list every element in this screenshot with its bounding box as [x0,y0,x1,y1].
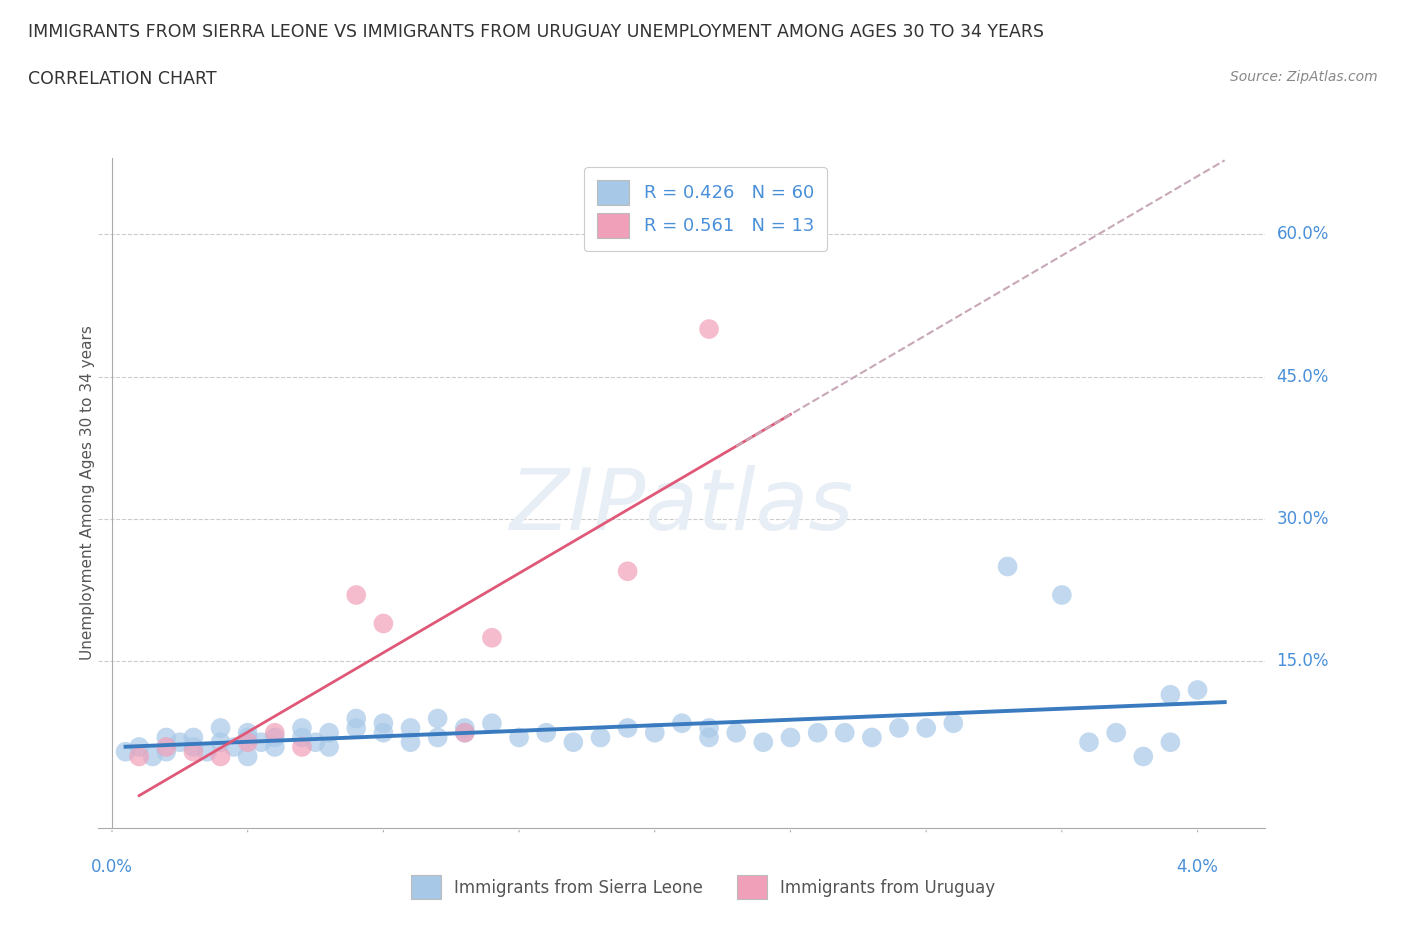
Point [426,711,449,726]
Text: ZIPatlas: ZIPatlas [510,465,853,548]
Point [1159,687,1181,702]
Point [1187,683,1209,698]
Point [807,725,830,740]
Point [834,725,856,740]
Point [725,725,748,740]
Point [183,730,205,745]
Point [155,744,177,759]
Point [183,739,205,754]
Point [454,725,477,740]
Point [887,721,910,736]
Text: Source: ZipAtlas.com: Source: ZipAtlas.com [1230,70,1378,84]
Point [373,616,395,631]
Point [644,725,666,740]
Point [128,739,150,754]
Point [155,730,177,745]
Point [915,721,938,736]
Point [534,725,557,740]
Point [1050,588,1073,603]
Point [616,564,638,578]
Point [752,735,775,750]
Point [697,322,720,337]
Point [236,749,259,764]
Point [183,744,205,759]
Point [318,725,340,740]
Text: IMMIGRANTS FROM SIERRA LEONE VS IMMIGRANTS FROM URUGUAY UNEMPLOYMENT AMONG AGES : IMMIGRANTS FROM SIERRA LEONE VS IMMIGRAN… [28,23,1045,41]
Point [224,739,246,754]
Point [373,725,395,740]
Text: 60.0%: 60.0% [1277,225,1329,243]
Point [209,735,232,750]
Point [616,721,638,736]
Point [481,631,503,645]
Point [209,749,232,764]
Point [399,721,422,736]
Text: 45.0%: 45.0% [1277,367,1329,386]
Point [671,716,693,731]
Point [426,730,449,745]
Point [250,735,273,750]
Point [562,735,585,750]
Point [454,725,477,740]
Point [697,730,720,745]
Point [291,739,314,754]
Point [344,711,367,726]
Point [373,716,395,731]
Text: 15.0%: 15.0% [1277,653,1329,671]
Y-axis label: Unemployment Among Ages 30 to 34 years: Unemployment Among Ages 30 to 34 years [80,326,94,660]
Point [697,721,720,736]
Text: CORRELATION CHART: CORRELATION CHART [28,70,217,87]
Point [508,730,530,745]
Point [304,735,326,750]
Point [1159,735,1181,750]
Point [481,716,503,731]
Text: 30.0%: 30.0% [1277,510,1329,528]
Point [114,744,136,759]
Point [1132,749,1154,764]
Point [209,721,232,736]
Point [236,725,259,740]
Point [779,730,801,745]
Point [169,735,191,750]
Point [1105,725,1128,740]
Point [399,735,422,750]
Legend: Immigrants from Sierra Leone, Immigrants from Uruguay: Immigrants from Sierra Leone, Immigrants… [398,862,1008,912]
Point [454,721,477,736]
Point [263,739,285,754]
Point [195,744,218,759]
Point [344,721,367,736]
Point [291,721,314,736]
Point [128,749,150,764]
Text: 0.0%: 0.0% [91,858,134,876]
Point [860,730,883,745]
Point [236,730,259,745]
Point [589,730,612,745]
Text: 4.0%: 4.0% [1177,858,1219,876]
Point [142,749,165,764]
Point [263,730,285,745]
Point [155,739,177,754]
Legend: R = 0.426   N = 60, R = 0.561   N = 13: R = 0.426 N = 60, R = 0.561 N = 13 [583,167,827,251]
Point [997,559,1019,574]
Point [344,588,367,603]
Point [263,725,285,740]
Point [318,739,340,754]
Point [942,716,965,731]
Point [1078,735,1101,750]
Point [291,730,314,745]
Point [236,735,259,750]
